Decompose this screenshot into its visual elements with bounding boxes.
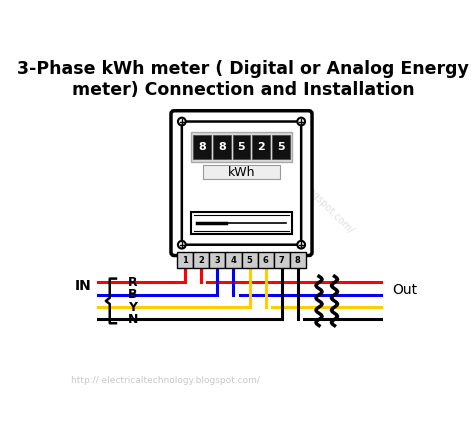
Text: 2: 2 bbox=[257, 142, 265, 152]
Text: B: B bbox=[128, 288, 138, 301]
Text: 3-Phase kWh meter ( Digital or Analog Energy
meter) Connection and Installation: 3-Phase kWh meter ( Digital or Analog En… bbox=[17, 60, 469, 99]
Text: Out: Out bbox=[393, 283, 418, 297]
Text: 8: 8 bbox=[218, 142, 226, 152]
FancyBboxPatch shape bbox=[182, 121, 301, 245]
Text: Y: Y bbox=[129, 301, 137, 314]
Bar bbox=[191, 212, 292, 234]
Bar bbox=[226, 252, 241, 268]
Text: 8: 8 bbox=[199, 142, 206, 152]
Circle shape bbox=[297, 118, 305, 125]
Text: 5: 5 bbox=[238, 142, 245, 152]
Text: 6: 6 bbox=[263, 256, 268, 265]
Circle shape bbox=[297, 241, 305, 249]
Text: 2: 2 bbox=[199, 256, 204, 265]
Text: IN: IN bbox=[74, 279, 91, 293]
Bar bbox=[290, 252, 306, 268]
Bar bbox=[241, 252, 257, 268]
Text: 8: 8 bbox=[295, 256, 301, 265]
Text: kWh: kWh bbox=[228, 166, 255, 179]
Bar bbox=[272, 134, 290, 159]
Text: 4: 4 bbox=[230, 256, 237, 265]
Bar bbox=[191, 132, 292, 162]
Bar bbox=[209, 252, 226, 268]
Bar bbox=[177, 252, 193, 268]
Text: blogspot.com/: blogspot.com/ bbox=[300, 180, 356, 236]
Bar bbox=[193, 252, 209, 268]
Text: 1: 1 bbox=[182, 256, 188, 265]
Circle shape bbox=[178, 118, 186, 125]
Bar bbox=[274, 252, 290, 268]
Circle shape bbox=[178, 241, 186, 249]
Text: http:// electricaltechnology.blogspot.com/: http:// electricaltechnology.blogspot.co… bbox=[71, 376, 260, 385]
Bar bbox=[203, 165, 280, 179]
Bar bbox=[232, 134, 250, 159]
Text: N: N bbox=[128, 313, 138, 326]
Text: 7: 7 bbox=[279, 256, 285, 265]
Text: 5: 5 bbox=[277, 142, 285, 152]
FancyBboxPatch shape bbox=[171, 111, 312, 255]
Bar bbox=[213, 134, 231, 159]
Bar bbox=[193, 134, 211, 159]
Text: 5: 5 bbox=[247, 256, 253, 265]
Bar bbox=[252, 134, 270, 159]
Text: 3: 3 bbox=[215, 256, 220, 265]
Text: R: R bbox=[128, 276, 138, 289]
Bar bbox=[257, 252, 274, 268]
